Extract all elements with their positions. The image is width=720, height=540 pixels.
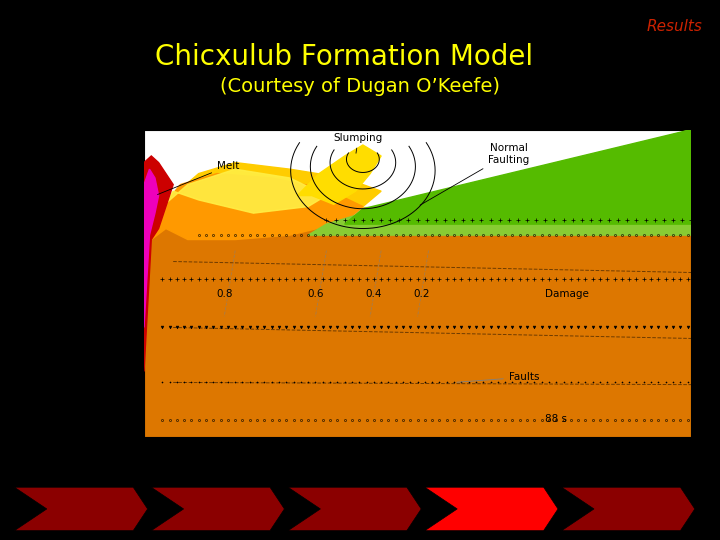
Polygon shape <box>144 228 691 437</box>
Text: Faults: Faults <box>457 372 539 382</box>
Text: Damage: Damage <box>545 289 589 299</box>
Text: (Courtesy of Dugan O’Keefe): (Courtesy of Dugan O’Keefe) <box>220 77 500 96</box>
Text: Results: Results <box>646 19 702 34</box>
Polygon shape <box>144 163 381 251</box>
Text: 0.8: 0.8 <box>216 289 233 299</box>
Polygon shape <box>144 156 174 372</box>
X-axis label: r, km: r, km <box>404 458 431 468</box>
Polygon shape <box>162 169 326 213</box>
Text: Melt: Melt <box>158 161 239 194</box>
Polygon shape <box>363 130 691 437</box>
Polygon shape <box>144 173 363 284</box>
Text: 0.4: 0.4 <box>366 289 382 299</box>
Polygon shape <box>151 487 284 531</box>
Polygon shape <box>345 130 691 224</box>
Polygon shape <box>288 487 421 531</box>
Text: 0.2: 0.2 <box>413 289 430 299</box>
Text: Normal
Faulting: Normal Faulting <box>420 143 529 205</box>
Polygon shape <box>144 169 158 327</box>
Text: 88 s: 88 s <box>545 414 567 424</box>
Y-axis label: H, km: H, km <box>91 273 121 284</box>
Text: Slumping: Slumping <box>333 133 383 153</box>
Text: 0.6: 0.6 <box>307 289 324 299</box>
Polygon shape <box>297 145 381 204</box>
Polygon shape <box>562 487 695 531</box>
Polygon shape <box>308 130 691 235</box>
Polygon shape <box>425 487 558 531</box>
Polygon shape <box>14 487 148 531</box>
Text: Chicxulub Formation Model: Chicxulub Formation Model <box>155 43 533 71</box>
